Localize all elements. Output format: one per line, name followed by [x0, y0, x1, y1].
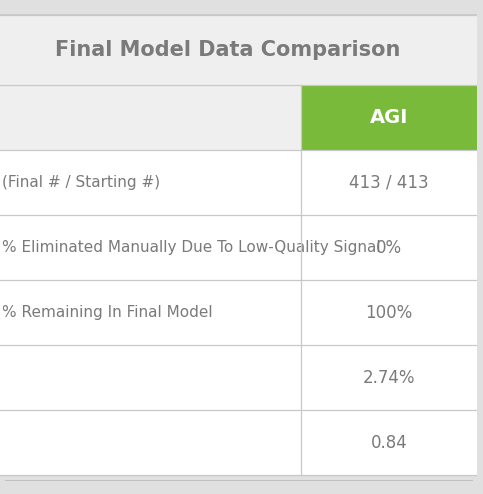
Text: 0.84: 0.84: [371, 434, 408, 452]
Bar: [0, 215, 482, 280]
Text: 2.74%: 2.74%: [363, 369, 415, 386]
Bar: [0, 85, 301, 150]
Text: % Eliminated Manually Due To Low-Quality Signal: % Eliminated Manually Due To Low-Quality…: [2, 240, 381, 255]
Text: (Final # / Starting #): (Final # / Starting #): [2, 175, 160, 190]
Bar: [0, 345, 482, 410]
Bar: [0, 15, 482, 85]
Text: Final Model Data Comparison: Final Model Data Comparison: [55, 40, 400, 60]
Text: 0%: 0%: [376, 239, 402, 256]
Text: 100%: 100%: [366, 303, 413, 322]
Text: % Remaining In Final Model: % Remaining In Final Model: [2, 305, 213, 320]
Text: 413 / 413: 413 / 413: [349, 173, 429, 192]
Bar: [0, 150, 482, 215]
Bar: [0, 280, 482, 345]
Text: AGI: AGI: [370, 108, 409, 127]
Bar: [301, 85, 482, 150]
Bar: [0, 410, 482, 475]
